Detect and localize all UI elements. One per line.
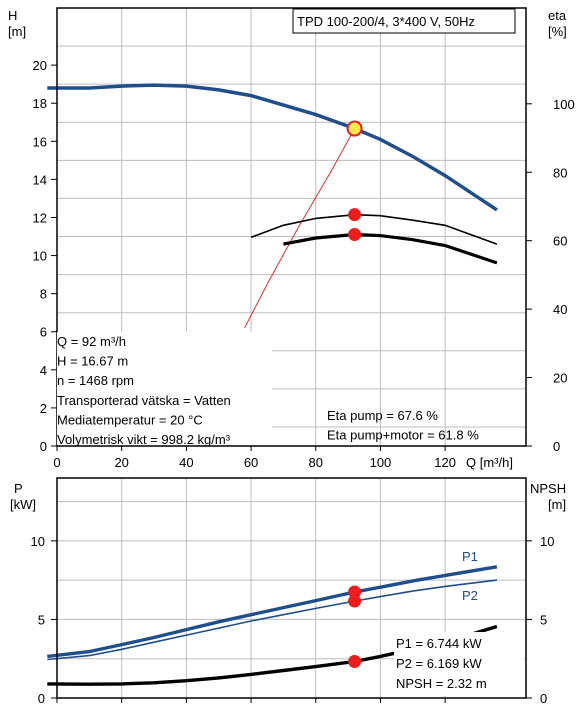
x-tick-label: 80 bbox=[309, 455, 323, 470]
power-tick-label: 0 bbox=[38, 691, 45, 706]
duty-info-line: Transporterad vätska = Vatten bbox=[57, 393, 231, 408]
x-tick-label: 60 bbox=[244, 455, 258, 470]
duty-point-eta-pump-marker bbox=[348, 208, 362, 222]
npsh-tick-label: 10 bbox=[540, 534, 554, 549]
duty-info-text: Q = 92 m³/h H = 16.67 m n = 1468 rpm Transp… bbox=[57, 334, 231, 447]
npsh-tick-label: 0 bbox=[540, 691, 547, 706]
p2-curve bbox=[47, 579, 497, 661]
duty-info-line: H = 16.67 m bbox=[57, 354, 128, 369]
eta-tick-label: 80 bbox=[553, 165, 567, 180]
system-curve bbox=[244, 128, 356, 329]
p1-curve bbox=[47, 565, 498, 659]
duty-info-line: Q = 92 m³/h bbox=[57, 334, 126, 349]
npsh-axis-label-line1: NPSH bbox=[530, 481, 566, 496]
chart-title: TPD 100-200/4, 3*400 V, 50Hz bbox=[297, 14, 475, 29]
power-info-box bbox=[394, 632, 524, 696]
y-tick-label: 10 bbox=[33, 249, 47, 264]
y-tick-label: 6 bbox=[40, 325, 47, 340]
npsh-axis-label-line2: [m] bbox=[548, 497, 566, 512]
head-axis-label-line2: [m] bbox=[8, 24, 26, 39]
x-tick-label: 20 bbox=[114, 455, 128, 470]
power-axis-ticks: 0 5 10 0 5 10 bbox=[31, 534, 555, 706]
eta-tick-label: 100 bbox=[553, 97, 575, 112]
eta-axis-label-line1: eta bbox=[548, 8, 567, 23]
x-tick-label: 40 bbox=[179, 455, 193, 470]
head-axis-label-line1: H bbox=[8, 8, 17, 23]
x-tick-label: 120 bbox=[434, 455, 456, 470]
eta-tick-label: 0 bbox=[553, 439, 560, 454]
head-efficiency-chart: 0 20 40 60 80 100 120 0 2 4 6 8 10 12 14 16 18 20 0 20 40 60 8… bbox=[8, 7, 575, 470]
duty-point-npsh-marker bbox=[348, 655, 362, 669]
eta-tick-label: 20 bbox=[553, 371, 567, 386]
duty-point-eta-motor-marker bbox=[348, 228, 362, 242]
p2-series-label: P2 bbox=[462, 588, 478, 603]
power-tick-label: 10 bbox=[31, 534, 45, 549]
duty-point-p1-marker bbox=[348, 585, 362, 599]
npsh-tick-label: 5 bbox=[540, 612, 547, 627]
duty-point-p2-marker bbox=[348, 594, 362, 608]
head-grid bbox=[57, 8, 526, 446]
duty-info-line: Volymetrisk vikt = 998.2 kg/m³ bbox=[57, 432, 231, 447]
eta-axis-label-line2: [%] bbox=[548, 24, 567, 39]
eta-tick-label: 40 bbox=[553, 302, 567, 317]
x-axis-label: Q [m³/h] bbox=[466, 455, 513, 470]
efficiency-info-line: Eta pump = 67.6 % bbox=[327, 408, 438, 423]
power-axis-label-line1: P bbox=[14, 481, 23, 496]
chart-title-box bbox=[292, 8, 516, 34]
eta-tick-label: 60 bbox=[553, 234, 567, 249]
y-tick-label: 18 bbox=[33, 96, 47, 111]
power-info-line: NPSH = 2.32 m bbox=[396, 676, 487, 691]
y-tick-label: 8 bbox=[40, 287, 47, 302]
power-info-text: P1 = 6.744 kW P2 = 6.169 kW NPSH = 2.32 m bbox=[396, 636, 487, 691]
power-info-line: P2 = 6.169 kW bbox=[396, 656, 482, 671]
head-axis-ticks: 0 20 40 60 80 100 120 0 2 4 6 8 10 12 14 16 18 20 0 20 40 60 8… bbox=[33, 58, 575, 470]
head-efficiency-curves bbox=[47, 83, 498, 329]
x-tick-label: 100 bbox=[370, 455, 392, 470]
power-tick-label: 5 bbox=[38, 612, 45, 627]
duty-info-line: Mediatemperatur = 20 °C bbox=[57, 412, 203, 427]
y-tick-label: 4 bbox=[40, 363, 47, 378]
power-chart-frame bbox=[56, 477, 527, 699]
y-tick-label: 0 bbox=[40, 439, 47, 454]
y-tick-label: 2 bbox=[40, 401, 47, 416]
power-npsh-chart: P1 P2 0 5 10 0 5 10 P [kW] NPSH [m] P1 = 6.744… bbox=[10, 477, 566, 706]
duty-info-line: n = 1468 rpm bbox=[57, 373, 134, 388]
duty-point-head-marker bbox=[346, 120, 363, 137]
y-tick-label: 12 bbox=[33, 210, 47, 225]
efficiency-info-text: Eta pump = 67.6 % Eta pump+motor = 61.8 % bbox=[327, 408, 479, 443]
eta-pump-motor-curve bbox=[283, 232, 498, 265]
power-info-line: P1 = 6.744 kW bbox=[396, 636, 482, 651]
y-tick-label: 20 bbox=[33, 58, 47, 73]
y-tick-label: 16 bbox=[33, 134, 47, 149]
eta-pump-curve bbox=[250, 213, 498, 245]
head-chart-frame bbox=[56, 7, 527, 447]
x-tick-label: 0 bbox=[53, 455, 60, 470]
power-axis-label-line2: [kW] bbox=[10, 497, 36, 512]
efficiency-info-line: Eta pump+motor = 61.8 % bbox=[327, 428, 479, 443]
duty-info-box bbox=[57, 332, 272, 445]
y-tick-label: 14 bbox=[33, 172, 47, 187]
p1-series-label: P1 bbox=[462, 549, 478, 564]
head-curve bbox=[47, 83, 498, 212]
